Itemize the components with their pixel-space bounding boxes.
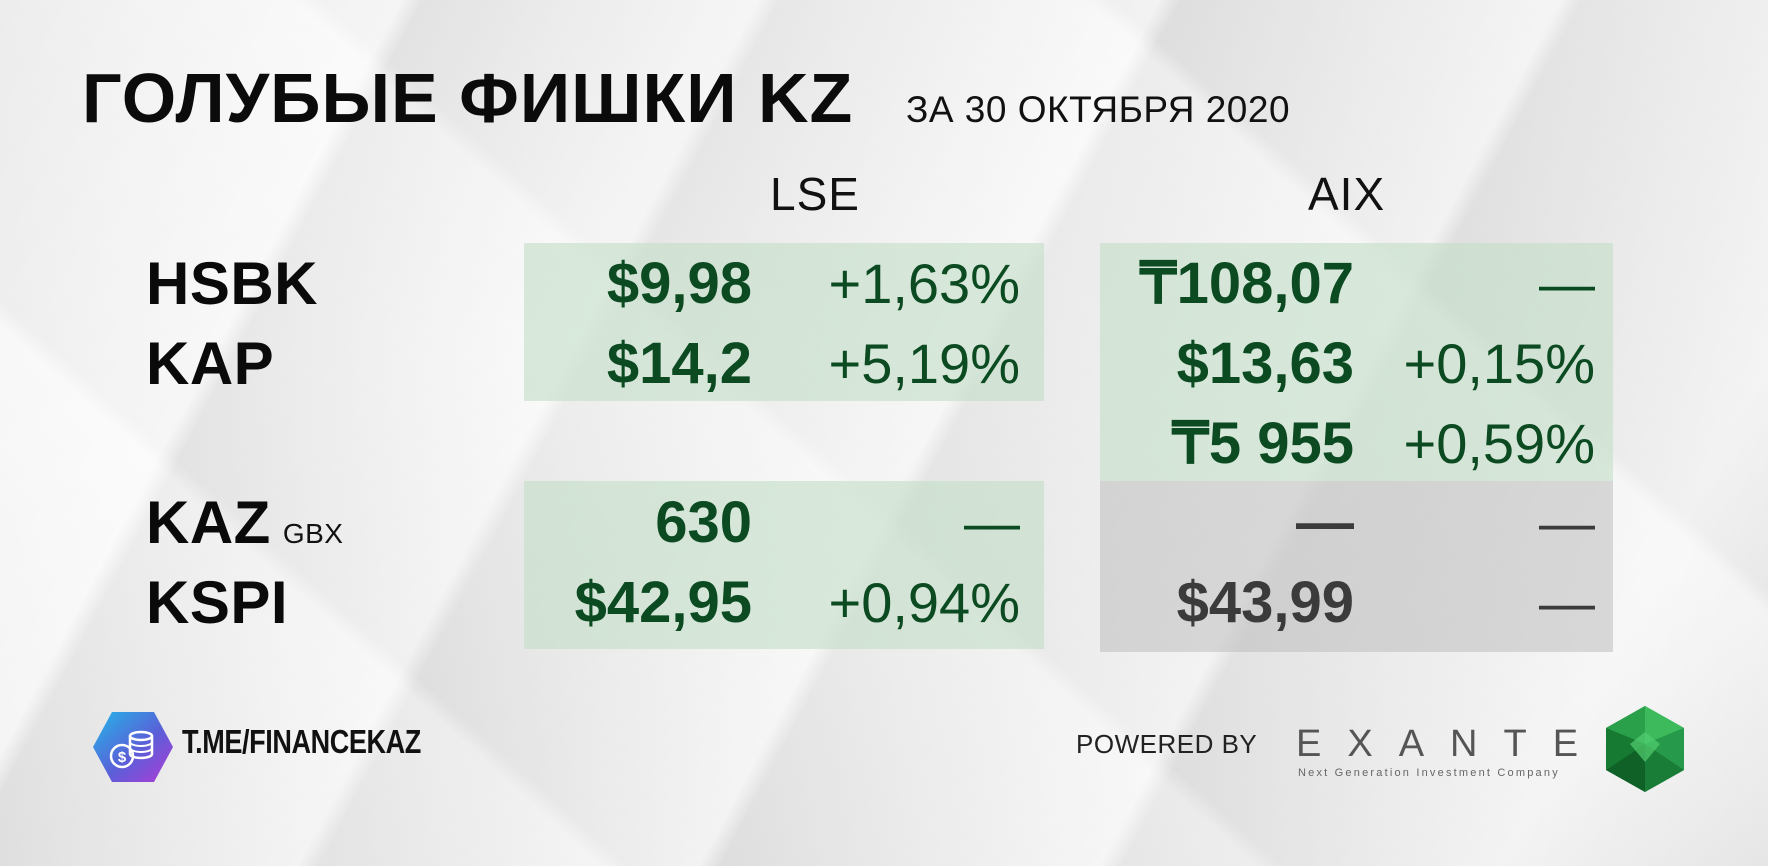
ticker-kap: KAP [146,330,275,397]
aix-change-kspi: — [1539,571,1595,634]
powered-by-label: POWERED BY [1076,729,1258,759]
aix-price-kspi: $43,99 [1176,570,1354,635]
lse-panel-top [524,243,1044,401]
channel-link[interactable]: T.ME/FINANCEKAZ [182,723,421,760]
aix-price-kap: $13,63 [1176,331,1354,396]
page-title: ГОЛУБЫЕ ФИШКИ KZ [82,59,854,137]
coins-hexagon-icon: $ [92,710,174,784]
aix-change-hsbk: — [1539,252,1595,315]
exante-tagline: Next Generation Investment Company [1298,767,1560,779]
ticker-kaz-unit: GBX [282,518,344,549]
lse-panel-bottom [524,481,1044,649]
aix-change-kaz: — [1539,491,1595,554]
lse-change-kaz: — [964,491,1020,554]
aix-change-kap-tenge: +0,59% [1403,412,1596,475]
lse-price-kaz: 630 [655,490,752,555]
lse-price-kap: $14,2 [606,331,752,396]
lse-change-kspi: +0,94% [828,571,1021,634]
aix-price-hsbk: ₸108,07 [1139,251,1354,316]
exante-wordmark: EXANTE [1296,723,1605,765]
aix-price-kap-tenge: ₸5 955 [1171,411,1354,476]
emerald-gem-icon [1604,704,1686,794]
lse-change-kap: +5,19% [828,332,1021,395]
aix-panel-bottom [1100,481,1613,652]
ticker-hsbk: HSBK [146,250,319,317]
exchange-header-aix: AIX [1308,168,1386,220]
aix-change-kap: +0,15% [1403,332,1596,395]
page-subtitle-date: ЗА 30 ОКТЯБРЯ 2020 [906,89,1291,130]
ticker-kaz: KAZ GBX [146,489,344,556]
lse-price-kspi: $42,95 [574,570,752,635]
aix-panel-top [1100,243,1613,481]
lse-price-hsbk: $9,98 [606,251,752,316]
exchange-header-lse: LSE [770,168,860,220]
ticker-kspi: KSPI [146,569,289,636]
aix-price-kaz: — [1296,490,1354,555]
svg-text:$: $ [118,749,127,766]
lse-change-hsbk: +1,63% [828,252,1021,315]
